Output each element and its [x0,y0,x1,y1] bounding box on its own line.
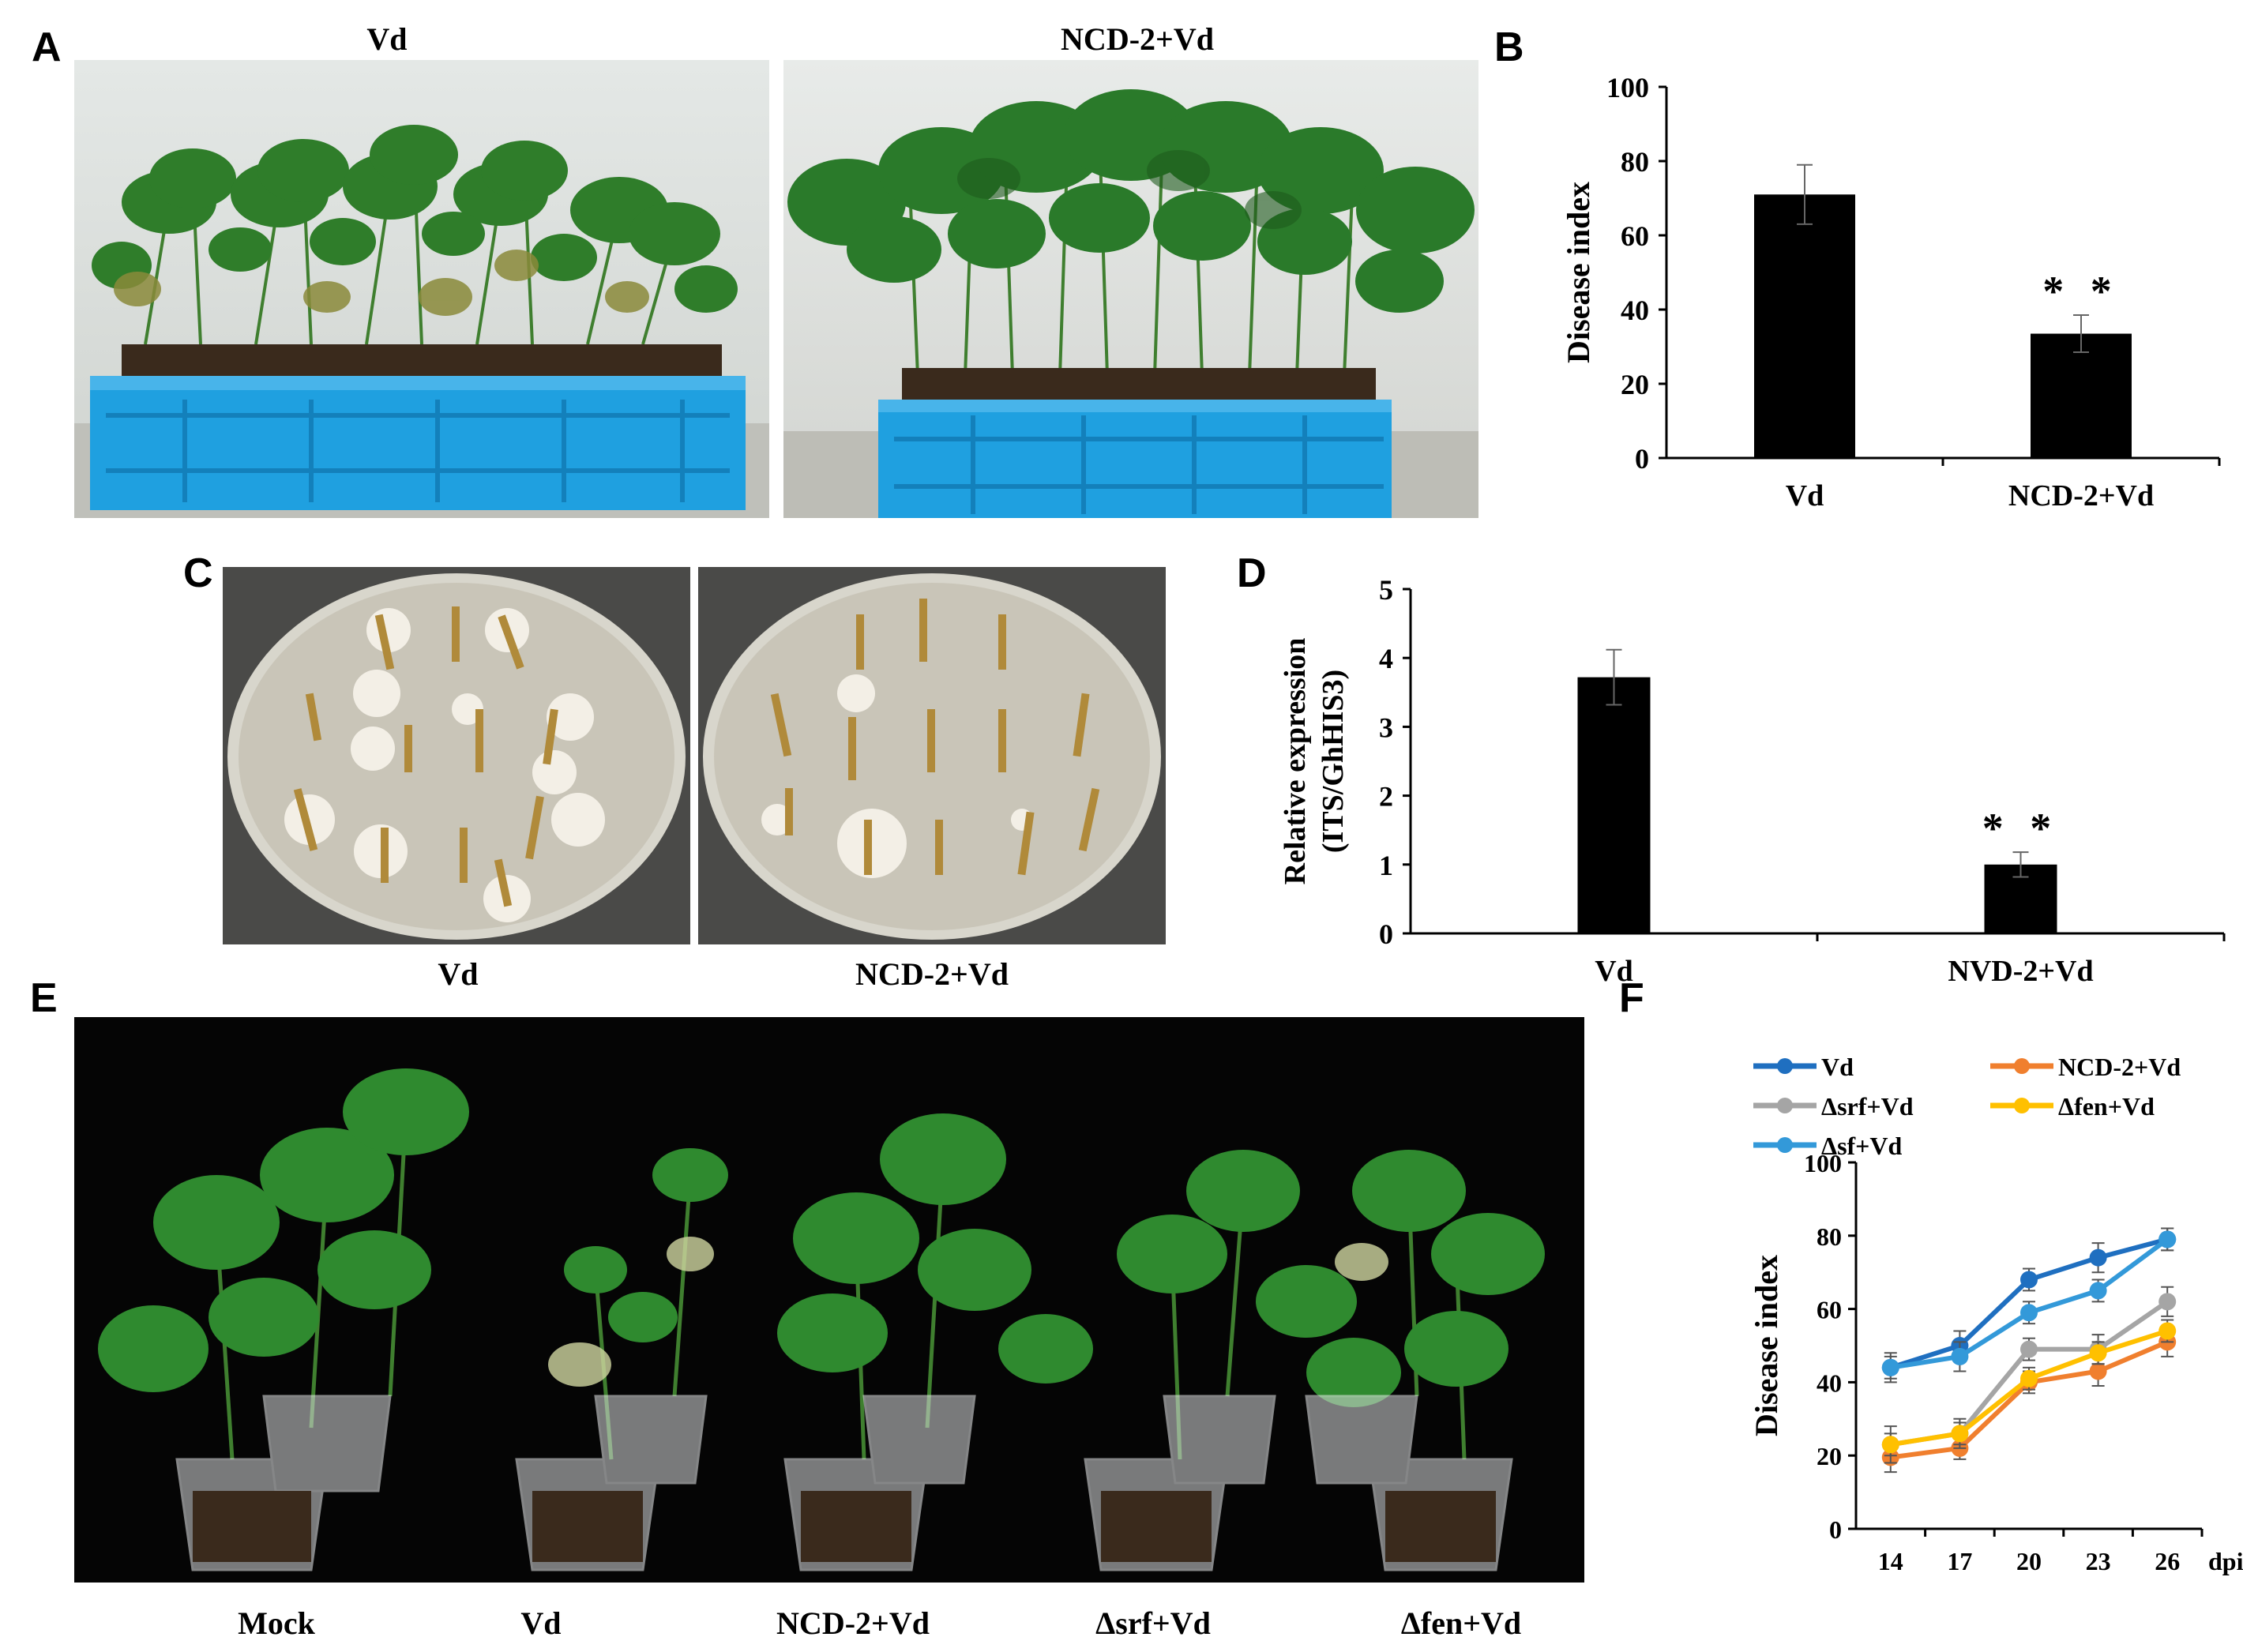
y-axis-label: Disease index [1749,1255,1784,1436]
x-tick-label: 26 [2155,1547,2180,1575]
data-point [2158,1230,2177,1248]
significance-label: * * [1982,805,2060,852]
petri-dish-illustration-ncd2 [698,567,1166,944]
cotton-tray-illustration-vd [74,60,769,518]
data-point [1951,1347,1969,1365]
data-point [2158,1293,2177,1311]
panel-letter-e: E [30,975,58,1021]
data-point [2089,1362,2107,1380]
panel-c-photo-vd [223,567,690,944]
y-tick-label: 80 [1621,146,1649,178]
panel-c-caption-vd: Vd [438,956,479,992]
cotton-tray-illustration-ncd2 [783,60,1478,518]
panel-letter-f: F [1619,975,1644,1021]
y-axis-label: Disease index [1561,182,1596,363]
data-point [2158,1322,2177,1340]
panel-e-caption-mock: Mock [238,1605,315,1641]
legend-label: Δsf+Vd [1821,1132,1903,1160]
y-tick-label: 60 [1817,1296,1842,1324]
chart-f-disease-index-line: Vd NCD-2+Vd Δsrf+Vd Δfen+Vd Δsf+Vd 0 20 40 60 80 1… [1749,1053,2243,1575]
legend-swatch-marker [2014,1058,2030,1074]
potted-plants-illustration [74,1017,1584,1583]
chart-d-relative-expression-bar: 0 1 2 3 4 5 Vd * * NVD-2+Vd Relative expression (I… [1279,576,2226,987]
legend-label: Δfen+Vd [2058,1092,2155,1121]
y-tick-label: 5 [1379,576,1393,606]
data-point [2020,1304,2038,1322]
data-point [2020,1369,2038,1387]
x-category-label: Vd [1595,955,1633,987]
y-tick-label: 20 [1817,1442,1842,1470]
data-point [1881,1358,1899,1376]
data-point [2020,1271,2038,1289]
x-tick-label: 14 [1878,1547,1903,1575]
petri-dish-illustration-vd [223,567,690,944]
panel-letter-b: B [1494,24,1524,70]
bar [1754,194,1855,459]
y-tick-label: 100 [1804,1149,1842,1177]
panel-letter-d: D [1237,550,1267,596]
data-point [2020,1340,2038,1358]
y-tick-label: 100 [1606,72,1649,103]
y-axis-label-line-1: Relative expression [1279,638,1312,885]
y-tick-label: 20 [1621,369,1649,400]
data-point [2089,1282,2107,1300]
y-tick-label: 2 [1379,781,1393,813]
panel-c-caption-ncd2-vd: NCD-2+Vd [855,956,1009,992]
chart-b-disease-index-bar: 0 20 40 60 80 100 Vd * * NCD-2+Vd Disease index [1561,72,2221,512]
panel-a-photo-vd [74,60,769,518]
y-tick-label: 1 [1379,850,1393,881]
legend-label: Vd [1821,1053,1854,1081]
panel-e-photo [74,1017,1584,1583]
panel-letter-c: C [183,550,213,596]
legend-swatch-marker [1777,1058,1793,1074]
legend-label: Δsrf+Vd [1821,1092,1914,1121]
y-tick-label: 0 [1635,443,1649,475]
x-category-label: Vd [1786,479,1824,512]
panel-a-photo-ncd2-vd [783,60,1478,518]
panel-e-caption-srf-vd: Δsrf+Vd [1095,1605,1211,1641]
x-category-label: NVD-2+Vd [1948,955,2093,987]
data-point [1881,1436,1899,1454]
y-tick-label: 40 [1817,1369,1842,1397]
bar [2031,333,2132,458]
panel-e-caption-vd: Vd [520,1605,562,1641]
y-axis-label-line-2: (ITS/GhHIS3) [1317,670,1350,853]
x-axis-unit: dpi [2208,1547,2243,1575]
x-category-label: NCD-2+Vd [2008,479,2154,512]
y-tick-label: 0 [1829,1515,1842,1544]
x-tick-label: 17 [1947,1547,1972,1575]
bar [1577,677,1651,933]
y-tick-label: 80 [1817,1222,1842,1251]
panel-e-caption-fen-vd: Δfen+Vd [1400,1605,1522,1641]
x-tick-label: 23 [2086,1547,2111,1575]
y-tick-label: 40 [1621,295,1649,326]
legend-swatch-marker [2014,1098,2030,1113]
data-point [2089,1248,2107,1267]
y-tick-label: 3 [1379,711,1393,743]
legend-swatch-marker [1777,1137,1793,1153]
panel-a-caption-vd: Vd [366,21,408,57]
legend-label: NCD-2+Vd [2058,1053,2181,1081]
y-tick-label: 4 [1379,643,1393,674]
panel-c-photo-ncd2-vd [698,567,1166,944]
data-point [2089,1344,2107,1362]
panel-a-caption-ncd2-vd: NCD-2+Vd [1061,21,1214,57]
x-tick-label: 20 [2016,1547,2042,1575]
data-point [1951,1425,1969,1443]
significance-label: * * [2042,268,2120,315]
y-tick-label: 0 [1379,918,1393,950]
panel-letter-a: A [32,24,62,70]
y-tick-label: 60 [1621,220,1649,252]
legend-swatch-marker [1777,1098,1793,1113]
panel-e-caption-ncd2-vd: NCD-2+Vd [776,1605,930,1641]
